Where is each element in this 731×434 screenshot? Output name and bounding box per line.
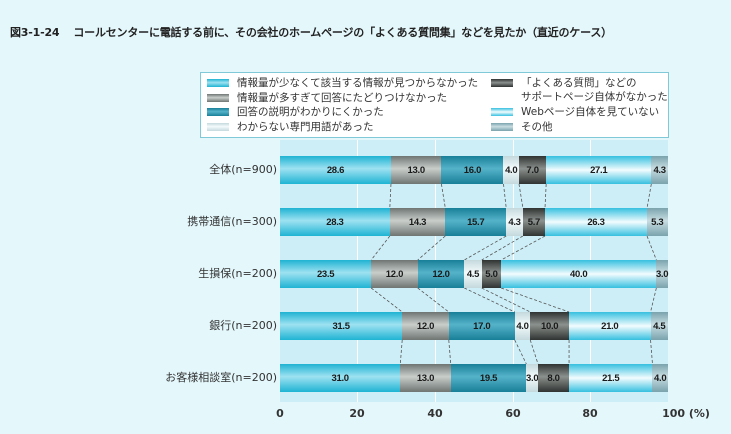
figure-number: 図3-1-24 [10,26,60,39]
legend-column-2: 「よくある質問」などの サポートページ自体がなかった Webページ自体を見ていな… [491,76,668,134]
legend-item-hard-to-understand: 回答の説明がわかりにくかった [207,105,478,120]
bar-segment: 28.6 [280,156,391,184]
legend-label: わからない専門用語があった [237,120,374,133]
legend-swatch-icon [207,122,229,131]
legend-swatch-icon [491,122,513,131]
bar-segment: 4.0 [514,312,531,340]
bar-segment: 5.7 [522,208,545,236]
bar-segment: 4.5 [650,312,668,340]
bar-segment: 4.5 [464,260,482,288]
x-tick-20: 20 [349,407,365,420]
row-label-insurance: 生損保(n=200) [198,267,277,280]
row-label-mobile: 携帯通信(n=300) [187,215,277,228]
bar-segment: 16.0 [441,156,504,184]
chart-legend: 情報量が少なくて該当する情報が見つからなかった 情報量が多すぎて回答にたどりつけ… [200,72,669,138]
bar-segment: 4.0 [503,156,519,184]
legend-swatch-icon [491,79,513,87]
x-tick-100: 100 (%) [662,407,710,420]
bar-segment: 10.0 [530,312,570,340]
legend-item-jargon: わからない専門用語があった [207,120,478,135]
bar-row-customer-consultation: 31.0 13.0 19.5 3.0 8.0 21.5 4.0 [280,364,668,392]
legend-item-info-insufficient: 情報量が少なくて該当する情報が見つからなかった [207,76,478,91]
legend-label: 「よくある質問」などの サポートページ自体がなかった [521,76,668,104]
bar-segment: 3.0 [656,260,669,288]
figure-title: 図3-1-24 コールセンターに電話する前に、その会社のホームページの「よくある質… [10,24,612,40]
legend-item-other: その他 [491,120,668,135]
row-label-bank: 銀行(n=200) [209,319,277,332]
bar-segment: 5.3 [646,208,668,236]
bar-segment: 12.0 [417,260,465,288]
bar-segment: 15.7 [445,208,507,236]
bar-row-bank: 31.5 12.0 17.0 4.0 10.0 21.0 4.5 [280,312,668,340]
x-tick-40: 40 [427,407,443,420]
legend-item-info-too-much: 情報量が多すぎて回答にたどりつけなかった [207,91,478,106]
legend-item-did-not-view-web: Webページ自体を見ていない [491,105,668,120]
bar-segment: 7.0 [518,156,547,184]
x-tick-0: 0 [276,407,284,420]
legend-label: 情報量が多すぎて回答にたどりつけなかった [237,91,448,104]
x-tick-80: 80 [582,407,598,420]
bar-row-mobile: 28.3 14.3 15.7 4.3 5.7 26.3 5.3 [280,208,668,236]
legend-swatch-icon [207,93,229,102]
legend-swatch-icon [207,79,229,87]
x-tick-60: 60 [505,407,521,420]
bar-segment: 17.0 [448,312,515,340]
bar-segment: 31.0 [280,364,401,392]
bar-segment: 4.3 [506,208,523,236]
row-label-all: 全体(n=900) [209,163,277,176]
bar-segment: 14.3 [389,208,446,236]
bar-segment: 8.0 [537,364,570,392]
bar-segment: 13.0 [390,156,442,184]
figure-title-text: コールセンターに電話する前に、その会社のホームページの「よくある質問集」などを見… [73,26,612,39]
legend-label: その他 [521,120,553,133]
bar-segment: 13.0 [400,364,451,392]
legend-label-line2: サポートページ自体がなかった [521,91,668,103]
bar-segment: 31.5 [280,312,403,340]
bar-segment: 40.0 [501,260,657,288]
legend-label: 情報量が少なくて該当する情報が見つからなかった [237,77,479,89]
row-label-customer-consultation: お客様相談室(n=200) [165,371,277,384]
bar-segment: 12.0 [371,260,418,288]
bar-segment: 26.3 [544,208,647,236]
legend-label: 回答の説明がわかりにくかった [237,106,384,118]
bar-segment: 12.0 [402,312,449,340]
bar-segment: 21.5 [569,364,653,392]
legend-swatch-icon [491,108,513,116]
bar-segment: 4.3 [651,156,668,184]
bar-row-all: 28.6 13.0 16.0 4.0 7.0 27.1 4.3 [280,156,668,184]
legend-swatch-icon [207,108,229,116]
bar-segment: 28.3 [280,208,390,236]
bar-segment: 21.0 [569,312,651,340]
legend-label-line1: 「よくある質問」などの [521,77,637,89]
bar-segment: 27.1 [546,156,652,184]
legend-label: Webページ自体を見ていない [521,106,660,118]
bar-segment: 3.0 [526,364,539,392]
legend-column-1: 情報量が少なくて該当する情報が見つからなかった 情報量が多すぎて回答にたどりつけ… [207,76,478,134]
bar-segment: 4.0 [652,364,668,392]
bar-segment: 5.0 [481,260,502,288]
bar-segment: 23.5 [280,260,372,288]
bar-segment: 19.5 [450,364,527,392]
legend-item-no-support-page: 「よくある質問」などの サポートページ自体がなかった [491,76,668,105]
bar-row-insurance: 23.5 12.0 12.0 4.5 5.0 40.0 3.0 [280,260,669,288]
